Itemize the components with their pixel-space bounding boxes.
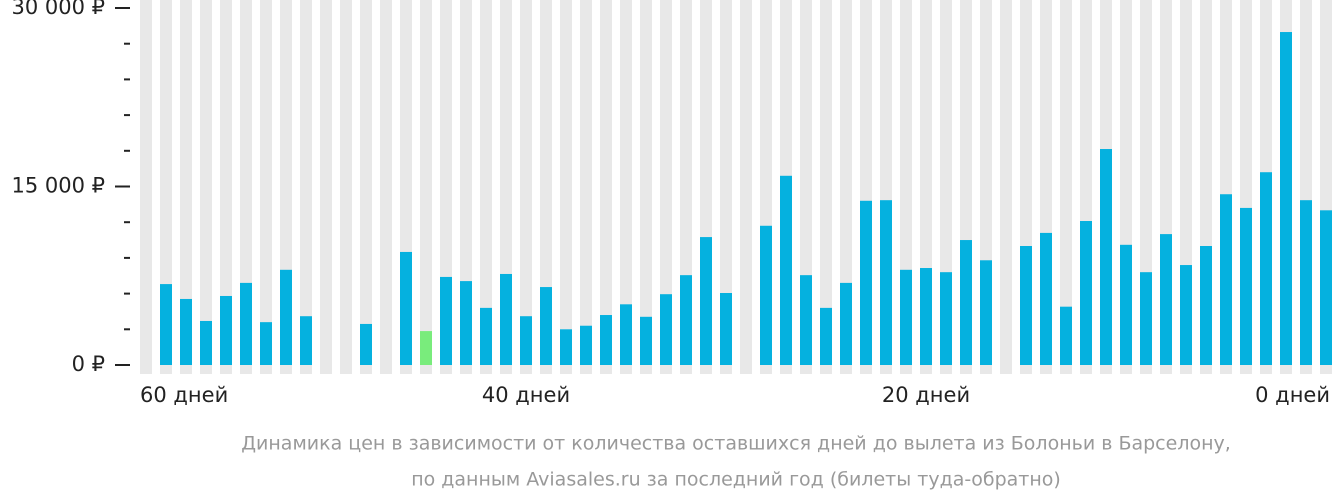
stripe [420,0,432,374]
stripe [260,0,272,374]
bar [760,225,772,365]
stripe [600,0,612,374]
bar [1220,194,1232,365]
stripe [380,0,392,374]
bar [160,284,172,365]
stripe [1060,0,1072,374]
stripe [560,0,572,374]
stripe [460,0,472,374]
bar [1020,246,1032,365]
stripe [720,0,732,374]
bar [560,329,572,365]
stripe [540,0,552,374]
bar [1300,200,1312,365]
bar [900,269,912,365]
bar [500,273,512,365]
stripe [340,0,352,374]
bar [580,325,592,365]
stripe [840,0,852,374]
bar [200,320,212,365]
bar [280,269,292,365]
bar [1240,207,1252,365]
stripe [660,0,672,374]
bar [180,298,192,365]
bar [240,282,252,365]
bar [840,282,852,365]
stripe [620,0,632,374]
stripe [480,0,492,374]
bar [920,268,932,365]
y-tick-label: 0 ₽ [72,352,105,376]
bar [1080,221,1092,365]
bar [400,251,412,365]
y-tick-label: 15 000 ₽ [11,174,105,198]
bar [540,287,552,365]
stripe [520,0,532,374]
x-tick-label: 60 дней [140,383,228,407]
bar [1140,272,1152,365]
bar [680,275,692,365]
bar [300,316,312,365]
bar [1180,265,1192,365]
bar [860,200,872,365]
stripe [240,0,252,374]
bar [1120,244,1132,365]
bar [960,240,972,365]
stripe [220,0,232,374]
stripe [140,0,152,374]
bar [880,200,892,365]
bar [480,307,492,365]
bar [220,295,232,365]
y-tick-label: 30 000 ₽ [11,0,105,19]
bar [1260,172,1272,365]
stripe [300,0,312,374]
bar [600,315,612,365]
bar [1040,232,1052,365]
bar [700,237,712,365]
bar [1060,306,1072,365]
stripe [580,0,592,374]
stripe [320,0,332,374]
bar [800,275,812,365]
stripe [1000,0,1012,374]
bar [780,175,792,365]
stripe [740,0,752,374]
bar [360,323,372,365]
bar [440,276,452,365]
bar [1200,246,1212,365]
bar [940,272,952,365]
bar [1100,149,1112,365]
caption: Динамика цен в зависимости от количества… [241,433,1231,455]
bar [520,316,532,365]
caption: по данным Aviasales.ru за последний год … [411,469,1061,491]
x-tick-label: 40 дней [482,383,570,407]
stripe [820,0,832,374]
bar [660,294,672,365]
bar [460,281,472,365]
bar [820,307,832,365]
bar [640,316,652,365]
x-tick-label: 0 дней [1255,383,1330,407]
bar [620,304,632,365]
x-tick-label: 20 дней [882,383,970,407]
stripe [180,0,192,374]
stripe [360,0,372,374]
stripe [200,0,212,374]
bar [1280,32,1292,366]
bar [720,293,732,365]
bar [420,331,432,365]
stripe [640,0,652,374]
bar [1320,210,1332,365]
bar [980,260,992,365]
stripe [160,0,172,374]
bar [260,322,272,365]
bar [1160,234,1172,365]
